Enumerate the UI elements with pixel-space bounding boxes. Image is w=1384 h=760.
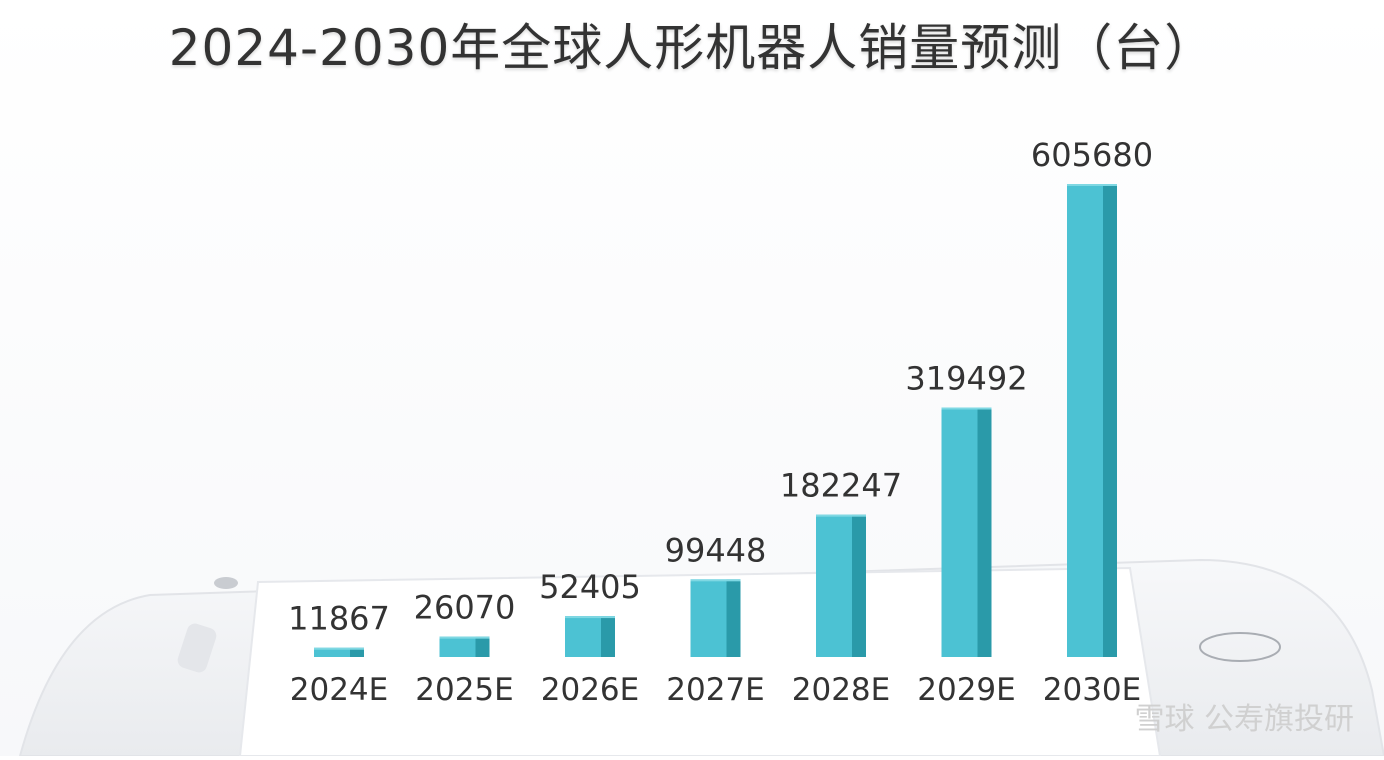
bar-top-2026E bbox=[565, 616, 615, 619]
x-tick-label-2026E: 2026E bbox=[541, 672, 639, 708]
phone-speaker bbox=[177, 623, 217, 673]
phone-camera bbox=[214, 577, 238, 589]
data-label-2025E: 26070 bbox=[414, 589, 516, 627]
data-label-2028E: 182247 bbox=[780, 467, 902, 505]
bars-group: 11867 2024E 26070 2025E 52405 2026E 99448 2027E… bbox=[288, 136, 1153, 708]
bar-side-2027E bbox=[726, 579, 741, 657]
bar-top-2028E bbox=[816, 514, 866, 517]
x-tick-label-2029E: 2029E bbox=[917, 672, 1015, 708]
bar-side-2028E bbox=[852, 514, 866, 657]
phone-illustration bbox=[18, 558, 1384, 757]
bar-2024E bbox=[314, 647, 350, 657]
phone-home-button bbox=[1199, 632, 1281, 662]
bar-top-2027E bbox=[690, 579, 741, 582]
data-label-2024E: 11867 bbox=[288, 600, 390, 638]
data-label-2027E: 99448 bbox=[665, 531, 767, 569]
x-tick-label-2027E: 2027E bbox=[666, 672, 764, 708]
bar-2028E bbox=[816, 514, 852, 657]
bar-top-2030E bbox=[1067, 184, 1117, 186]
bar-2026E bbox=[565, 616, 601, 657]
data-label-2026E: 52405 bbox=[539, 568, 641, 606]
data-label-2030E: 605680 bbox=[1031, 136, 1153, 174]
bar-side-2026E bbox=[601, 616, 615, 657]
watermark: 雪球 公寿旗投研 bbox=[1134, 702, 1354, 737]
x-tick-label-2024E: 2024E bbox=[290, 672, 388, 708]
bar-side-2024E bbox=[350, 647, 364, 657]
bar-side-2030E bbox=[1103, 184, 1117, 657]
bar-2030E bbox=[1067, 184, 1103, 657]
bar-side-2029E bbox=[977, 407, 992, 657]
bar-2025E bbox=[439, 636, 476, 657]
x-tick-label-2030E: 2030E bbox=[1043, 672, 1141, 708]
chart-title: 2024-2030年全球人形机器人销量预测（台） bbox=[168, 19, 1216, 77]
bar-2027E bbox=[690, 579, 727, 657]
bar-top-2029E bbox=[941, 407, 992, 410]
bar-2029E bbox=[941, 407, 978, 657]
bar-top-2024E bbox=[314, 647, 364, 650]
x-tick-label-2028E: 2028E bbox=[792, 672, 890, 708]
data-label-2029E: 319492 bbox=[905, 359, 1027, 397]
bar-side-2025E bbox=[475, 636, 490, 657]
bar-top-2025E bbox=[439, 636, 490, 639]
x-tick-label-2025E: 2025E bbox=[415, 672, 513, 708]
